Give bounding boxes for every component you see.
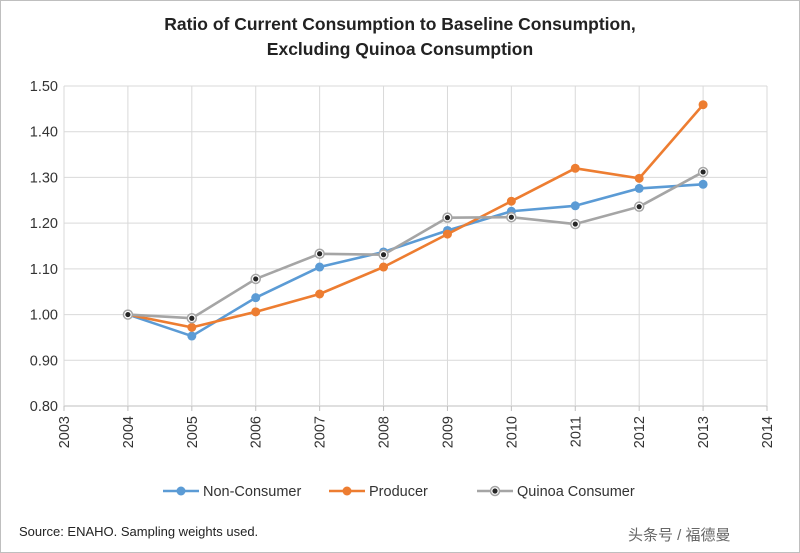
- y-tick-label: 1.50: [30, 79, 58, 95]
- data-point-center-quinoa-consumer: [189, 315, 195, 321]
- data-point-producer: [251, 307, 261, 317]
- data-point-center-quinoa-consumer: [317, 251, 323, 257]
- y-tick-label: 0.80: [30, 399, 58, 415]
- data-point-non-consumer: [634, 183, 644, 193]
- x-tick-label: 2013: [696, 416, 712, 448]
- y-tick-label: 1.00: [30, 308, 58, 324]
- x-tick-label: 2003: [57, 416, 73, 448]
- x-tick-label: 2012: [632, 416, 648, 448]
- data-point-non-consumer: [570, 201, 580, 211]
- x-tick-label: 2004: [121, 416, 137, 448]
- legend-item-non-consumer: Non-Consumer: [163, 484, 301, 500]
- x-tick-label: 2010: [504, 416, 520, 448]
- data-point-center-quinoa-consumer: [380, 252, 387, 258]
- data-point-producer: [506, 196, 516, 206]
- legend-marker-producer: [342, 486, 352, 496]
- data-point-producer: [570, 163, 580, 173]
- x-tick-label: 2007: [313, 416, 329, 448]
- legend-marker-center-quinoa-consumer: [492, 488, 498, 494]
- series-line-quinoa-consumer: [127, 170, 704, 320]
- legend-label-non-consumer: Non-Consumer: [203, 484, 301, 500]
- watermark-text: 头条号 / 福德曼: [628, 527, 731, 544]
- y-tick-label: 1.20: [30, 216, 58, 232]
- x-tick-label: 2011: [568, 416, 584, 447]
- y-tick-label: 1.10: [30, 262, 58, 278]
- x-tick-label: 2009: [440, 416, 456, 448]
- y-tick-label: 1.30: [30, 170, 58, 186]
- legend-item-producer: Producer: [329, 484, 428, 500]
- x-tick-label: 2005: [185, 416, 201, 448]
- series-line-non-consumer: [127, 182, 704, 338]
- data-point-non-consumer: [251, 293, 261, 303]
- data-point-center-quinoa-consumer: [125, 311, 131, 318]
- chart-title-line-2: Excluding Quinoa Consumption: [266, 39, 534, 59]
- data-point-non-consumer: [698, 179, 708, 189]
- data-point-non-consumer: [315, 262, 325, 272]
- x-tick-label: 2008: [377, 416, 393, 448]
- data-point-producer: [379, 262, 389, 272]
- legend-item-quinoa-consumer: Quinoa Consumer: [477, 484, 635, 500]
- source-note: Source: ENAHO. Sampling weights used.: [19, 524, 259, 539]
- data-point-non-consumer: [187, 331, 197, 341]
- x-tick-label: 2014: [760, 416, 776, 448]
- x-tick-label: 2006: [249, 416, 265, 448]
- series-line-producer: [127, 103, 705, 329]
- data-point-center-quinoa-consumer: [508, 214, 514, 220]
- legend-label-quinoa-consumer: Quinoa Consumer: [517, 484, 635, 500]
- data-point-center-quinoa-consumer: [636, 204, 642, 210]
- y-tick-label: 0.90: [30, 353, 58, 369]
- data-point-center-quinoa-consumer: [572, 221, 578, 227]
- y-tick-label: 1.40: [30, 125, 58, 141]
- data-point-producer: [187, 322, 197, 332]
- data-point-center-quinoa-consumer: [700, 169, 706, 175]
- legend-marker-non-consumer: [176, 486, 186, 496]
- data-point-producer: [698, 100, 708, 110]
- chart-title-line-1: Ratio of Current Consumption to Baseline…: [164, 14, 636, 34]
- data-point-producer: [315, 289, 325, 299]
- legend-label-producer: Producer: [369, 484, 428, 500]
- data-point-center-quinoa-consumer: [253, 276, 259, 282]
- data-point-center-quinoa-consumer: [444, 215, 451, 221]
- data-point-producer: [634, 173, 644, 183]
- data-point-producer: [442, 229, 452, 239]
- chart-title: Ratio of Current Consumption to Baseline…: [0, 12, 800, 62]
